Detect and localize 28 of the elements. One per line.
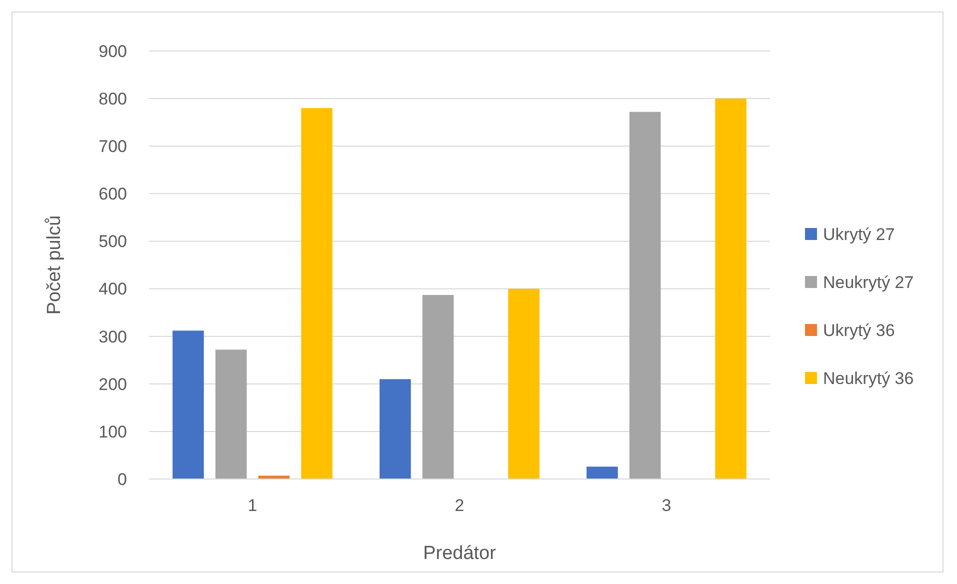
legend-label: Neukrytý 36 — [823, 368, 914, 388]
legend-label: Ukrytý 27 — [823, 224, 895, 244]
y-tick-label: 500 — [98, 232, 127, 252]
bar — [301, 108, 332, 479]
y-tick-label: 600 — [98, 184, 127, 204]
y-tick-label: 700 — [98, 137, 127, 156]
legend-label: Ukrytý 36 — [823, 320, 895, 340]
y-axis-title: Počet pulců — [44, 215, 65, 315]
bar — [380, 379, 411, 479]
bar — [715, 98, 746, 479]
bar — [172, 330, 204, 479]
y-tick-label: 100 — [98, 422, 127, 442]
bar — [586, 466, 618, 479]
bar — [422, 294, 454, 479]
y-tick-label: 800 — [98, 90, 127, 109]
y-tick-label: 200 — [98, 374, 127, 394]
x-tick-label: 1 — [248, 496, 258, 515]
x-tick-label: 2 — [454, 496, 464, 515]
x-axis-title: Predátor — [423, 543, 497, 564]
y-tick-label: 0 — [118, 470, 127, 489]
y-tick-label: 400 — [98, 280, 127, 299]
bar — [629, 112, 661, 479]
bar — [508, 288, 540, 479]
y-tick-label: 900 — [98, 42, 127, 61]
y-tick-label: 300 — [98, 327, 127, 346]
x-tick-label: 3 — [662, 496, 672, 515]
legend-label: Neukrytý 27 — [823, 272, 914, 292]
bar — [215, 350, 247, 479]
